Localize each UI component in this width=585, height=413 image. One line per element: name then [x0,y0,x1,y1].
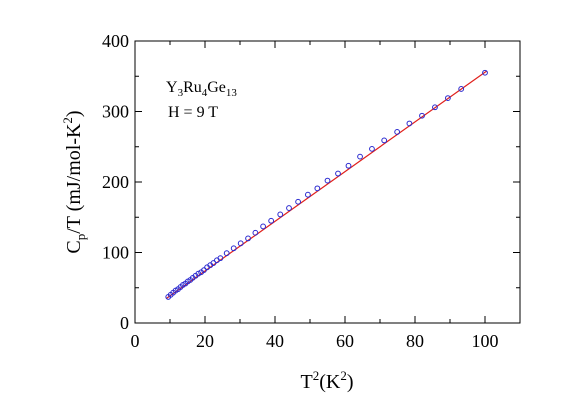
y-tick-label: 300 [102,102,129,122]
data-point [369,145,375,152]
data-point [314,185,321,192]
data-point [381,137,388,144]
data-point [432,104,438,111]
x-tick-label: 40 [266,331,284,351]
data-point [268,217,275,224]
data-point [277,211,284,218]
ticks [134,40,521,324]
y-tick-label: 100 [102,243,129,263]
x-tick-labels: 0 20 40 60 80 100 [131,331,499,351]
data-point [419,112,425,119]
data-point [223,250,230,257]
y-tick-label: 400 [102,31,129,51]
x-axis-title: T2(K2) [301,368,354,393]
data-point [445,95,451,102]
data-point [230,245,237,252]
data-point [345,162,352,169]
data-point [394,129,401,135]
annotation-compound: Y3Ru4Ge13 [166,79,237,99]
y-tick-labels: 0 100 200 300 400 [102,31,129,333]
data-point [237,240,244,247]
data-point [210,260,217,266]
data-point [260,223,267,230]
data-point [458,86,465,92]
data-point [357,153,363,160]
y-axis-title: Cp/T (mJ/mol-K2) [60,110,88,253]
data-point [482,69,488,76]
data-point [195,270,202,277]
x-tick-label: 80 [406,331,424,351]
data-point [245,235,251,242]
x-tick-label: 60 [336,331,354,351]
data-point [305,191,311,198]
data-point [324,177,331,184]
data-point [406,120,413,127]
data-point [286,205,292,211]
data-points [165,69,488,300]
data-point [335,170,341,177]
data-point [295,198,302,205]
data-point [217,255,224,262]
data-point [201,267,207,274]
annotation-field: H = 9 T [168,104,218,121]
data-point [252,229,259,236]
x-tick-label: 0 [131,331,140,351]
x-tick-label: 100 [472,331,499,351]
y-tick-label: 200 [102,172,129,192]
x-tick-label: 20 [196,331,214,351]
y-tick-label: 0 [120,313,129,333]
